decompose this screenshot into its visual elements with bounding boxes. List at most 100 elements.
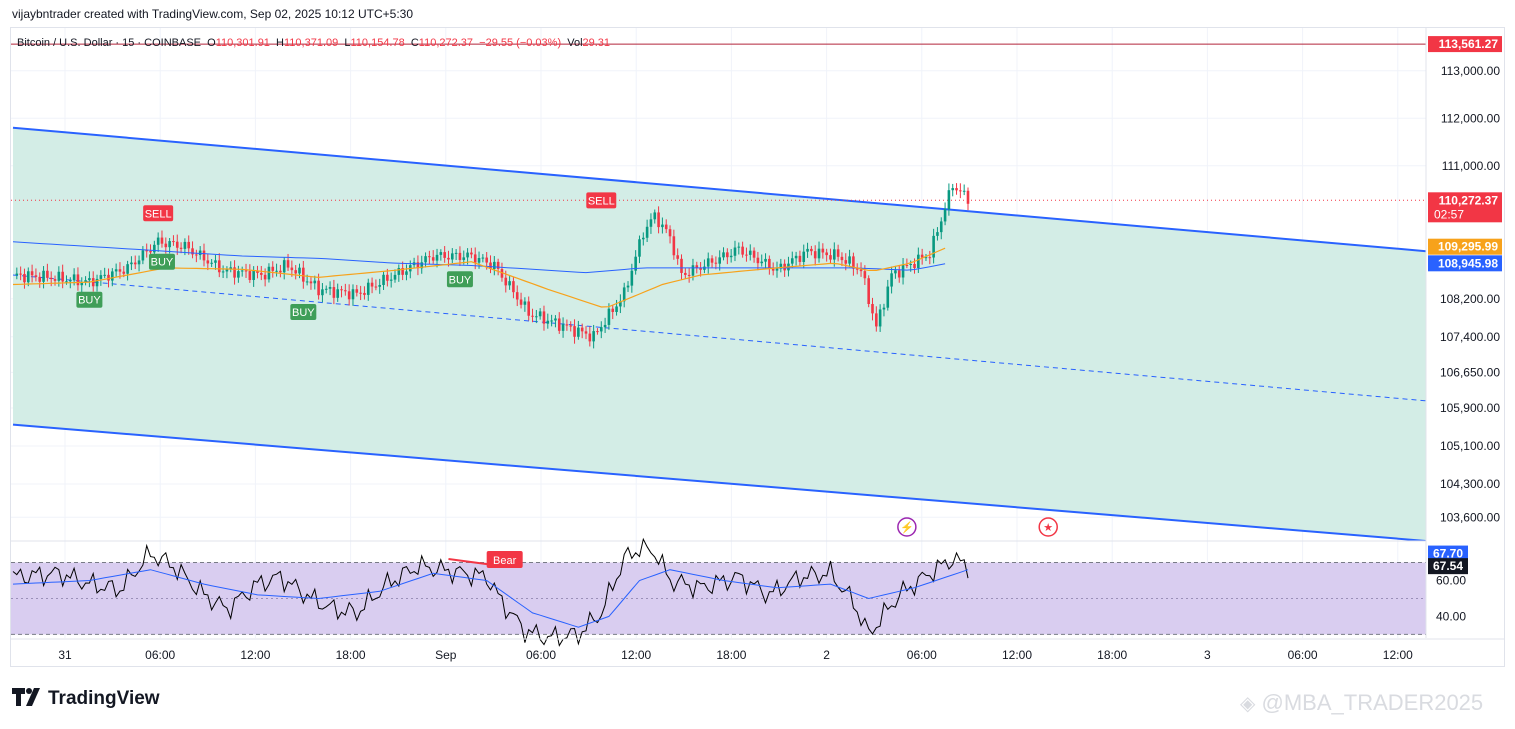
- candle-body: [202, 250, 206, 261]
- channel-mid-line[interactable]: [12, 274, 1426, 402]
- buy-signal-label: BUY: [78, 295, 101, 307]
- rsi-ma-line[interactable]: [12, 569, 969, 628]
- bear-divergence-badge[interactable]: [486, 550, 523, 568]
- candle-body: [336, 289, 339, 298]
- candle-body: [890, 273, 893, 287]
- price-tick-label: 112,000.00: [1441, 111, 1500, 125]
- candle-body: [15, 273, 19, 275]
- price-label-badge[interactable]: [1428, 255, 1502, 272]
- candle-body: [393, 274, 397, 280]
- legend-l-label: L: [344, 37, 350, 49]
- candle-body: [886, 286, 890, 308]
- candle-body: [626, 285, 630, 288]
- candle-body: [848, 256, 851, 264]
- candle-body: [344, 290, 347, 292]
- candle-body: [672, 236, 676, 256]
- candle-body: [768, 258, 771, 269]
- candle-body: [676, 255, 679, 259]
- candle-body: [504, 277, 508, 286]
- candle-body: [302, 267, 305, 282]
- chart-frame[interactable]: 31 06:00 12:00 18:00 Sep 06:00 12:00 18:00 2 06:0…: [10, 27, 1505, 667]
- legend-change: −29.55 (−0.03%): [479, 37, 567, 49]
- legend-l-value: 110,154.78: [350, 37, 410, 49]
- symbol-legend[interactable]: Bitcoin / U.S. Dollar · 15 · COINBASE O1…: [17, 37, 610, 49]
- candle-body: [653, 212, 657, 220]
- candle-body: [298, 267, 301, 274]
- candle-body: [527, 301, 530, 316]
- candle-body: [535, 316, 538, 318]
- ma-blue-line[interactable]: [12, 241, 946, 274]
- candle-body: [229, 267, 233, 270]
- candle-body: [726, 252, 729, 258]
- sell-signal-badge[interactable]: [586, 192, 617, 209]
- candle-body: [95, 278, 99, 287]
- candle-body: [722, 252, 725, 258]
- price-label-countdown: 02:57: [1434, 207, 1464, 221]
- candle-body: [798, 255, 802, 262]
- watermark-text: @MBA_TRADER2025: [1261, 690, 1484, 715]
- candle-body: [210, 262, 213, 264]
- candle-body: [928, 257, 932, 259]
- candle-body: [512, 281, 515, 293]
- candle-body: [439, 252, 443, 255]
- candle-body: [932, 235, 935, 258]
- price-label-badge[interactable]: [1428, 36, 1502, 53]
- candle-body: [840, 256, 844, 261]
- candle-body: [619, 301, 622, 307]
- price-chart[interactable]: 31 06:00 12:00 18:00 Sep 06:00 12:00 18:00 2 06:0…: [11, 28, 1504, 666]
- price-label-badge[interactable]: [1428, 238, 1502, 255]
- candle-body: [546, 320, 550, 324]
- price-label-value: 110,272.37: [1439, 193, 1499, 207]
- candle-body: [477, 258, 481, 263]
- candle-body: [473, 254, 477, 263]
- time-tick-label: 12:00: [240, 648, 270, 662]
- time-tick-label: 12:00: [1383, 648, 1413, 662]
- candle-body: [370, 282, 374, 287]
- candle-body: [91, 278, 95, 287]
- candle-body: [317, 280, 320, 296]
- lightning-event-icon[interactable]: [897, 517, 917, 537]
- candle-body: [328, 287, 332, 289]
- candle-body: [737, 246, 741, 248]
- candle-body: [943, 209, 947, 222]
- candle-body: [760, 261, 764, 264]
- candle-body: [443, 252, 446, 258]
- candle-body: [485, 257, 488, 263]
- candle-body: [126, 264, 129, 274]
- channel-upper-line[interactable]: [12, 126, 1426, 253]
- candle-body: [615, 306, 618, 312]
- price-tick-label: 113,000.00: [1441, 64, 1500, 78]
- candle-body: [821, 248, 825, 253]
- buy-signal-label: BUY: [292, 307, 315, 319]
- time-tick-label: 18:00: [336, 648, 366, 662]
- candle-body: [458, 252, 462, 260]
- candle-body: [554, 318, 557, 321]
- candle-body: [428, 256, 431, 258]
- sell-signal-badge[interactable]: [143, 205, 174, 222]
- candle-body: [76, 274, 80, 286]
- candle-body: [252, 270, 255, 281]
- candle-body: [69, 280, 72, 282]
- rsi-value-badge[interactable]: [1428, 558, 1468, 575]
- candle-body: [741, 246, 744, 255]
- rsi-value-badge[interactable]: [1428, 545, 1468, 562]
- channel-lower-line[interactable]: [12, 423, 1426, 541]
- candle-body: [966, 190, 970, 204]
- rsi-line[interactable]: [12, 537, 969, 647]
- candle-body: [221, 271, 225, 273]
- candle-body: [451, 253, 454, 260]
- candle-body: [290, 267, 294, 271]
- candle-body: [363, 292, 366, 295]
- candle-body: [577, 327, 580, 337]
- buy-signal-badge[interactable]: [148, 253, 175, 270]
- buy-signal-badge[interactable]: [446, 271, 473, 288]
- candle-body: [657, 212, 660, 228]
- price-label-badge[interactable]: [1428, 192, 1502, 223]
- candle-body: [905, 264, 909, 266]
- candle-body: [313, 280, 317, 284]
- time-tick-label: 12:00: [621, 648, 651, 662]
- buy-signal-badge[interactable]: [76, 291, 103, 308]
- buy-signal-badge[interactable]: [290, 304, 317, 321]
- candle-body: [706, 258, 710, 267]
- us-flag-event-icon[interactable]: [1038, 517, 1058, 537]
